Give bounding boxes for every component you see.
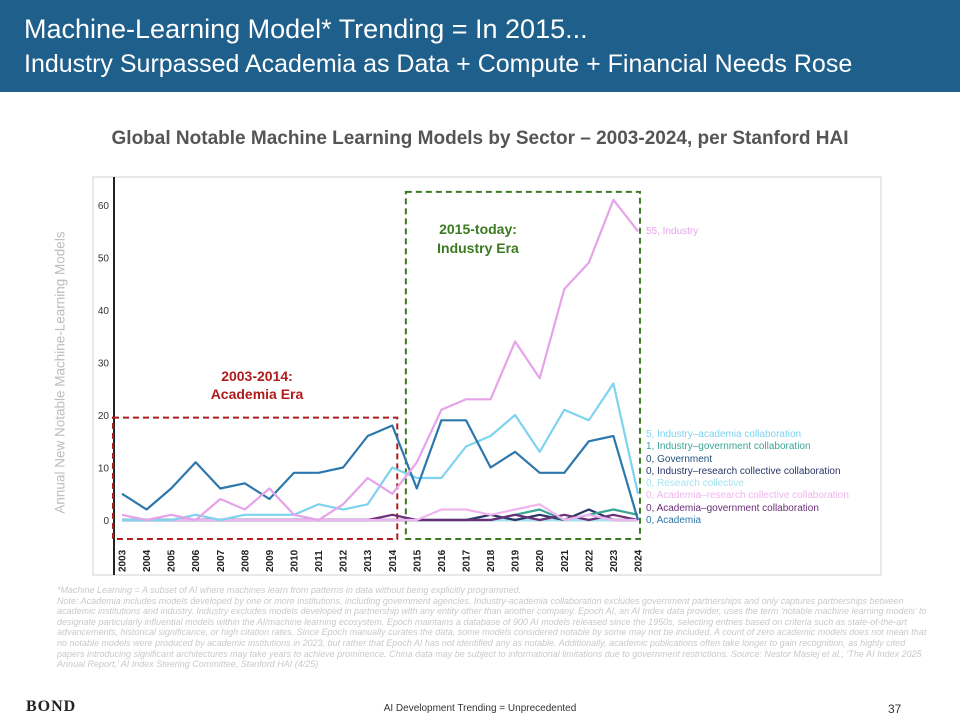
x-tick-label: 2010 xyxy=(289,549,300,572)
industry-era-label-year: 2015-today: xyxy=(439,221,517,237)
y-tick-label: 20 xyxy=(98,411,110,422)
x-tick-label: 2024 xyxy=(633,549,644,572)
x-tick-label: 2023 xyxy=(609,549,620,572)
line-chart: 0 10 20 30 40 50 60 2003 2004 2005 2006 2007 2008 200… xyxy=(92,176,882,576)
x-tick-label: 2012 xyxy=(339,549,350,572)
academia-era-box xyxy=(112,416,399,540)
y-tick-label: 10 xyxy=(98,464,110,475)
x-tick-label: 2017 xyxy=(461,549,472,572)
page-number: 37 xyxy=(888,702,902,716)
series-line-industry xyxy=(121,198,639,522)
x-tick-label: 2014 xyxy=(388,549,399,572)
series-end-label: 0, Research collective xyxy=(646,478,744,489)
series-end-label: 0, Academia–research collective collabor… xyxy=(646,490,849,501)
x-tick-label: 2022 xyxy=(584,549,595,572)
x-tick-label: 2004 xyxy=(142,549,153,572)
series-end-label: 0, Industry–research collective collabor… xyxy=(646,466,841,477)
y-tick-label: 30 xyxy=(98,359,110,370)
footnote-definition: *Machine Learning = A subset of AI where… xyxy=(57,585,521,595)
series-line-academia xyxy=(121,419,640,521)
footnote-note: Note: Academia includes models developed… xyxy=(57,595,927,670)
series-end-label: 0, Academia–government collaboration xyxy=(646,503,819,514)
series-end-label: 0, Academia xyxy=(646,515,701,526)
academia-era-label-name: Academia Era xyxy=(211,386,304,402)
x-tick-label: 2018 xyxy=(486,549,497,572)
x-tick-label: 2011 xyxy=(314,550,325,572)
x-tick-label: 2009 xyxy=(265,549,276,572)
series-end-label: 0, Government xyxy=(646,454,712,465)
x-tick-label: 2016 xyxy=(437,549,448,572)
series-end-label: 5, Industry–academia collaboration xyxy=(646,429,801,440)
header-banner: Machine-Learning Model* Trending = In 20… xyxy=(0,0,960,92)
y-tick-label: 60 xyxy=(98,201,110,212)
x-tick-label: 2015 xyxy=(412,549,423,572)
x-tick-label: 2006 xyxy=(191,549,202,572)
chart-title: Global Notable Machine Learning Models b… xyxy=(111,128,849,149)
series-lines xyxy=(121,198,640,522)
y-tick-label: 0 xyxy=(103,516,109,527)
y-tick-label: 50 xyxy=(98,254,110,265)
footnote: *Machine Learning = A subset of AI where… xyxy=(57,585,927,670)
x-tick-label: 2008 xyxy=(240,549,251,572)
footer-caption: AI Development Trending = Unprecedented xyxy=(383,703,577,714)
plot-frame xyxy=(92,176,882,576)
slide-subtitle: Industry Surpassed Academia as Data + Co… xyxy=(24,50,853,78)
x-tick-label: 2019 xyxy=(511,549,522,572)
bond-logo: BOND xyxy=(26,698,77,715)
industry-era-label-name: Industry Era xyxy=(437,240,519,256)
slide-title: Machine-Learning Model* Trending = In 20… xyxy=(24,14,588,44)
x-tick-label: 2003 xyxy=(118,549,129,572)
x-tick-label: 2007 xyxy=(216,549,227,572)
series-line-academia-research-collective-collaboration xyxy=(122,503,638,522)
y-tick-label: 40 xyxy=(98,306,110,317)
x-tick-label: 2021 xyxy=(560,549,571,572)
x-tick-label: 2005 xyxy=(167,549,178,572)
academia-era-label-year: 2003-2014: xyxy=(221,368,293,384)
series-end-label: 55, Industry xyxy=(646,226,698,237)
x-tick-label: 2020 xyxy=(535,549,546,572)
series-end-label: 1, Industry–government collaboration xyxy=(646,441,811,452)
x-tick-label: 2013 xyxy=(363,549,374,572)
